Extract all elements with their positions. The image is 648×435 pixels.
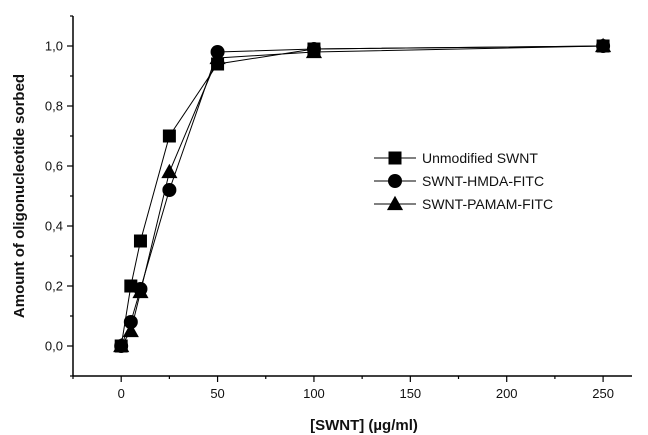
- x-tick-label: 0: [118, 386, 125, 401]
- series-triangle: [113, 37, 612, 353]
- data-point: [162, 129, 176, 143]
- axes: 0,0 0,2 0,4 0,6 0,8 1,0 0 50 100 150 200 250: [45, 15, 632, 401]
- legend-label: SWNT-HMDA-FITC: [422, 173, 544, 189]
- x-tick-label: 150: [399, 386, 421, 401]
- y-tick-label: 0,6: [45, 159, 63, 174]
- x-tick-label: 250: [592, 386, 614, 401]
- x-tick-label: 200: [496, 386, 518, 401]
- legend-label: SWNT-PAMAM-FITC: [422, 196, 553, 212]
- y-tick-label: 0,0: [45, 339, 63, 354]
- data-point: [122, 322, 139, 338]
- legend-entry: Unmodified SWNT: [374, 150, 538, 166]
- data-point: [209, 49, 226, 65]
- data-point: [132, 283, 149, 299]
- legend-marker: [388, 151, 402, 165]
- x-tick-label: 100: [303, 386, 325, 401]
- x-axis-title: [SWNT] (µg/ml): [310, 417, 418, 434]
- x-tick-label: 50: [210, 386, 224, 401]
- legend-entry: SWNT-PAMAM-FITC: [374, 195, 553, 212]
- data-point: [305, 43, 323, 59]
- legend-marker: [388, 174, 402, 188]
- legend-label: Unmodified SWNT: [422, 150, 538, 166]
- legend-entry: SWNT-HMDA-FITC: [374, 173, 544, 189]
- y-tick-label: 1,0: [45, 39, 63, 54]
- y-axis-title: Amount of oligonucleotide sorbed: [11, 74, 28, 318]
- y-tick-label: 0,2: [45, 279, 63, 294]
- data-point: [133, 234, 147, 248]
- legend-marker: [386, 195, 404, 211]
- data-point: [595, 37, 612, 53]
- data-point: [162, 183, 177, 197]
- legend: Unmodified SWNT SWNT-HMDA-FITC SWNT-PAMAM-…: [374, 150, 553, 212]
- data-point: [161, 163, 178, 179]
- y-tick-label: 0,4: [45, 219, 63, 234]
- data-point: [113, 337, 130, 353]
- series-layer: [113, 37, 612, 353]
- y-tick-label: 0,8: [45, 99, 63, 114]
